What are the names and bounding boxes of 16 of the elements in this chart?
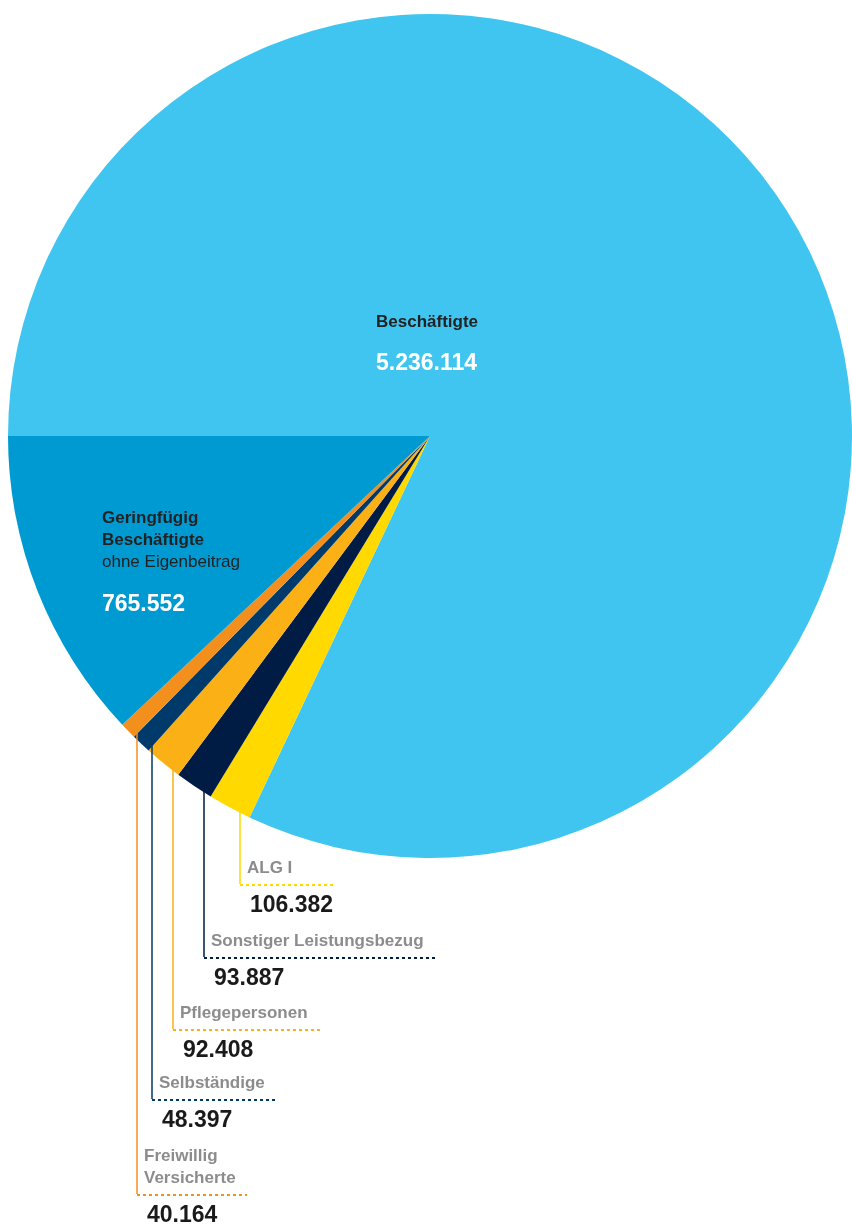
slice-label: ALG I xyxy=(247,858,293,877)
data-label: 40.164 xyxy=(147,1201,218,1227)
data-label: 106.382 xyxy=(250,891,334,917)
pie-slice xyxy=(8,14,852,858)
slice-label: Geringfügig Beschäftigte ohne Eigenbeitrag xyxy=(102,508,241,572)
data-label: 765.552 xyxy=(102,590,186,616)
data-label: 48.397 xyxy=(162,1106,233,1132)
data-label: 92.408 xyxy=(183,1036,254,1062)
slice-label: Pflegepersonen xyxy=(180,1003,308,1022)
slice-label: Selbständige xyxy=(159,1073,265,1092)
data-label: 93.887 xyxy=(214,964,285,990)
slice-label: Freiwillig Versicherte xyxy=(144,1146,236,1188)
pie-slice xyxy=(8,436,430,725)
slice-label: Sonstiger Leistungsbezug xyxy=(211,931,424,950)
data-label: 5.236.114 xyxy=(376,349,478,375)
slice-label: Beschäftigte xyxy=(376,312,479,331)
